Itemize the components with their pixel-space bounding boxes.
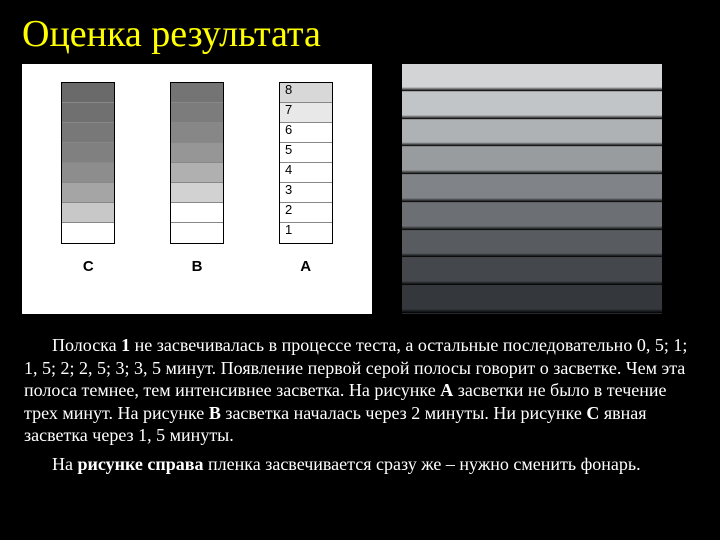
film-strip: [402, 203, 662, 231]
film-strip: [402, 147, 662, 175]
grayscale-cell: [171, 143, 223, 163]
text: Полоска: [52, 335, 121, 355]
grayscale-cell: [62, 163, 114, 183]
label-b: В: [209, 403, 221, 423]
film-strip: [402, 286, 662, 314]
slide-title: Оценка результата: [0, 0, 720, 64]
row-label: 5: [285, 140, 292, 160]
column-label: A: [300, 258, 311, 275]
grayscale-cell: [171, 203, 223, 223]
strip-number: 1: [121, 335, 130, 355]
grayscale-cell: [62, 123, 114, 143]
grayscale-cell: [62, 203, 114, 223]
row-label: 8: [285, 80, 292, 100]
label-a: А: [440, 380, 453, 400]
row-label: 2: [285, 200, 292, 220]
row-label: 7: [285, 100, 292, 120]
grayscale-cell: [62, 83, 114, 103]
grayscale-cell: [171, 223, 223, 243]
grayscale-cell: [171, 83, 223, 103]
text: засветка началась через 2 минуты. Ни рис…: [221, 403, 586, 423]
label-c: С: [586, 403, 599, 423]
film-photo: [402, 64, 662, 314]
body-text: Полоска 1 не засвечивалась в процессе те…: [0, 314, 720, 475]
content-row: C B A 87654321: [0, 64, 720, 314]
text: пленка засвечивается сразу же – нужно см…: [204, 454, 641, 474]
right-figure-ref: рисунке справа: [78, 454, 204, 474]
grayscale-cell: [171, 163, 223, 183]
text: На: [52, 454, 78, 474]
film-strip: [402, 120, 662, 148]
paragraph-2: На рисунке справа пленка засвечивается с…: [24, 453, 696, 476]
film-strip: [402, 231, 662, 259]
grayscale-cell: [171, 123, 223, 143]
column-b: B: [170, 82, 224, 272]
grayscale-cell: [171, 183, 223, 203]
grayscale-diagram: C B A 87654321: [22, 64, 372, 314]
row-label: 1: [285, 220, 292, 240]
row-label: 3: [285, 180, 292, 200]
row-label: 4: [285, 160, 292, 180]
grayscale-cell: [62, 103, 114, 123]
film-strip: [402, 92, 662, 120]
paragraph-1: Полоска 1 не засвечивалась в процессе те…: [24, 334, 696, 447]
grayscale-cell: [171, 103, 223, 123]
film-strip: [402, 258, 662, 286]
row-label: 6: [285, 120, 292, 140]
grayscale-cell: [62, 183, 114, 203]
column-label: C: [83, 258, 94, 275]
film-strip: [402, 175, 662, 203]
grayscale-cell: [62, 143, 114, 163]
column-label: B: [192, 258, 203, 275]
film-strip: [402, 64, 662, 92]
column-c: C: [61, 82, 115, 272]
grayscale-cell: [62, 223, 114, 243]
